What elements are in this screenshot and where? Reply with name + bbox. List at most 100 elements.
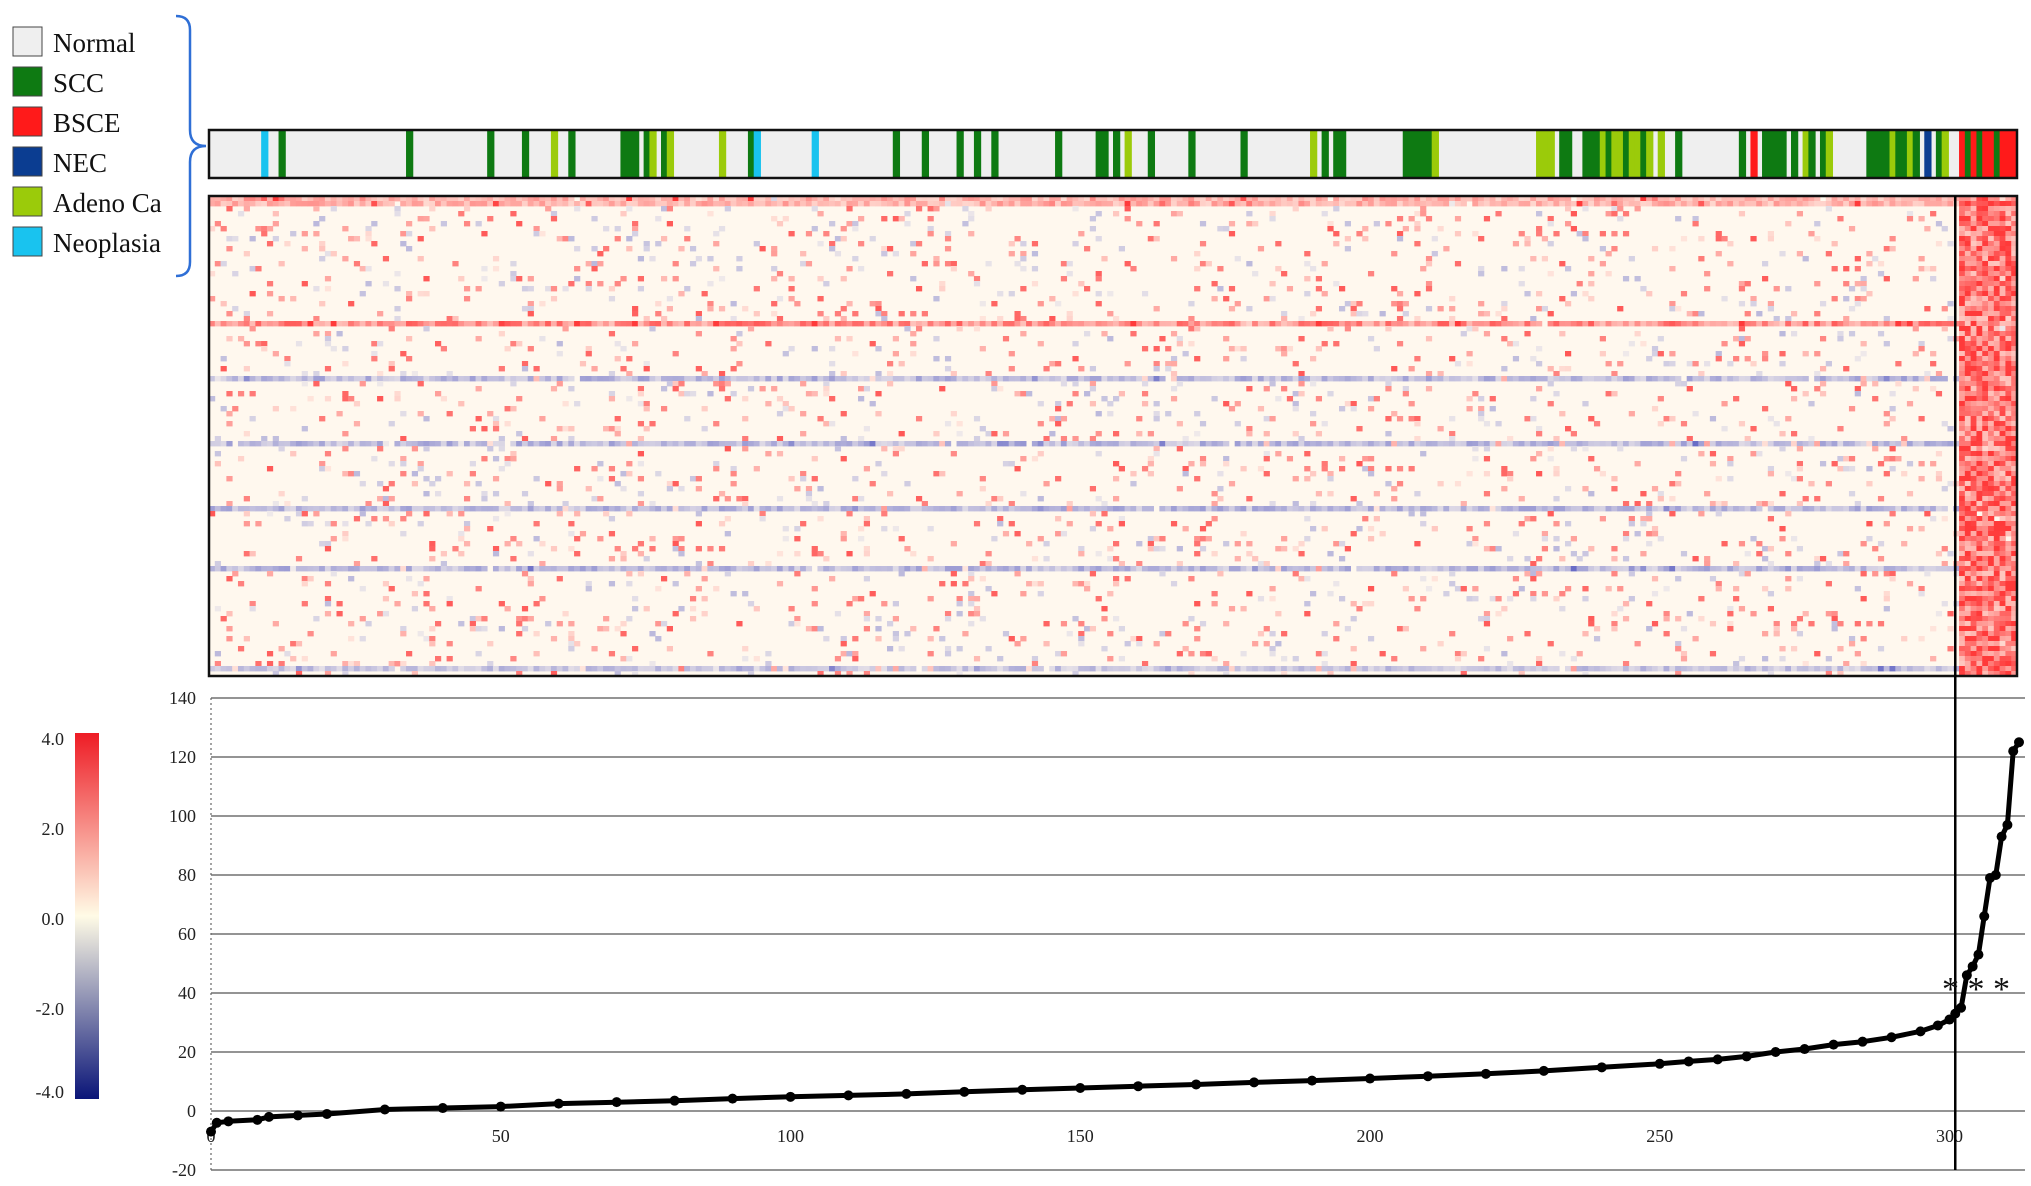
heatmap-cell [1524,201,1531,207]
heatmap-cell [1802,566,1809,572]
heatmap-cell [1970,346,1977,352]
heatmap-cell [1188,196,1195,202]
heatmap-cell [956,566,963,572]
heatmap-cell [632,231,639,237]
heatmap-cell [1964,401,1972,407]
heatmap-cell [956,421,963,427]
heatmap-cell [1043,196,1050,202]
heatmap-cell [1223,461,1230,467]
heatmap-cell [1785,221,1792,227]
heatmap-cell [1959,246,1966,252]
heatmap-cell [1367,271,1375,277]
heatmap-cell [1796,466,1803,472]
heatmap-cell [1999,371,2006,377]
heatmap-cell [533,231,540,237]
heatmap-cell [1959,436,1966,442]
heatmap-cell [730,321,737,327]
heatmap-cell [892,321,899,327]
heatmap-cell [481,276,488,282]
heatmap-cell [1588,491,1595,497]
heatmap-cell [504,566,511,572]
heatmap-cell [377,396,384,402]
heatmap-cell [1883,441,1890,447]
heatmap-cell [1750,566,1757,572]
heatmap-cell [794,301,801,307]
heatmap-cell [1211,566,1218,572]
heatmap-cell [1246,431,1253,437]
heatmap-cell [1848,321,1856,327]
heatmap-cell [1686,441,1693,447]
heatmap-cell [1959,266,1966,272]
heatmap-cell [1124,206,1131,212]
heatmap-cell [481,376,488,382]
heatmap-cell [672,261,679,267]
heatmap-cell [1524,441,1531,447]
heatmap-cell [498,436,505,442]
heatmap-cell [266,376,274,382]
heatmap-cell [869,566,876,572]
heatmap-cell [1501,266,1508,272]
heatmap-cell [724,566,731,572]
heatmap-cell [1918,476,1925,482]
heatmap-cell [1605,391,1612,397]
heatmap-cell [1877,566,1885,572]
heatmap-cell [1640,201,1647,207]
heatmap-cell [788,296,795,302]
heatmap-cell [863,521,871,527]
heatmap-cell [1321,341,1328,347]
heatmap-cell [492,456,500,462]
heatmap-cell [1999,566,2006,572]
heatmap-cell [1976,431,1983,437]
heatmap-cell [1350,306,1357,312]
heatmap-cell [997,566,1004,572]
heatmap-cell [1420,321,1427,327]
heatmap-cell [359,511,366,517]
heatmap-cell [1408,366,1415,372]
heatmap-cell [869,236,876,242]
heatmap-cell [1756,441,1763,447]
heatmap-cell [226,476,233,482]
heatmap-cell [1976,376,1983,382]
heatmap-cell [962,506,969,512]
heatmap-cell [1901,441,1908,447]
heatmap-cell [1593,421,1601,427]
heatmap-cell [1396,231,1404,237]
heatmap-cell [1831,296,1838,302]
heatmap-cell [1483,546,1491,552]
heatmap-cell [243,521,250,527]
heatmap-cell [608,476,616,482]
heatmap-cell [1483,331,1491,337]
heatmap-cell [342,566,349,572]
heatmap-cell [342,376,349,382]
heatmap-cell [1507,476,1514,482]
heatmap-cell [1223,541,1230,547]
heatmap-cell [1495,441,1502,447]
heatmap-cell [707,256,714,262]
heatmap-cell [858,496,865,502]
heatmap-cell [1321,441,1328,447]
heatmap-cell [956,431,963,437]
heatmap-cell [603,511,610,517]
heatmap-cell [504,376,511,382]
heatmap-cell [1008,321,1015,327]
heatmap-cell [1988,391,1995,397]
heatmap-cell [209,271,216,277]
legend-label-scc: SCC [53,68,104,98]
heatmap-cell [2011,426,2018,432]
heatmap-cell [915,241,923,247]
heatmap-cell [521,366,529,372]
heatmap-cell [771,196,778,202]
heatmap-cell [1889,416,1896,422]
heatmap-cell [1055,416,1062,422]
heatmap-cell [840,316,847,322]
heatmap-cell [1993,461,2001,467]
heatmap-cell [423,201,430,207]
heatmap-cell [1605,196,1612,202]
heatmap-cell [863,466,871,472]
heatmap-cell [985,506,992,512]
heatmap-cell [1425,371,1433,377]
heatmap-cell [1565,206,1572,212]
heatmap-cell [1095,431,1102,437]
heatmap-cell [759,386,766,392]
heatmap-cell [1147,456,1154,462]
